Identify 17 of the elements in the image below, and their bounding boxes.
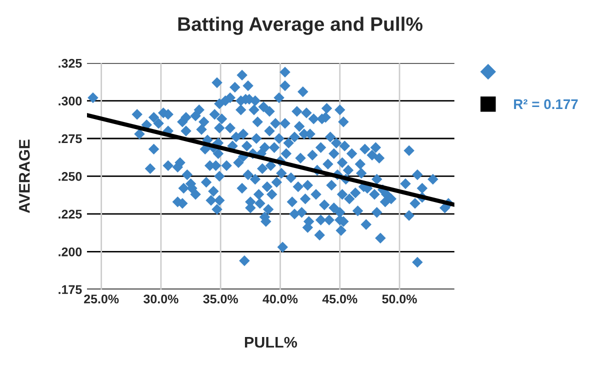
y-tick-label: .200 <box>58 247 82 256</box>
x-tick-label: 35.0% <box>203 294 238 304</box>
x-axis-title: PULL% <box>244 336 298 348</box>
x-tick-label: 25.0% <box>84 294 119 304</box>
y-axis-title: AVERAGE <box>18 140 30 214</box>
chart-title: Batting Average and Pull% <box>178 16 422 35</box>
y-tick-label: .175 <box>58 285 82 294</box>
y-tick-label: .325 <box>58 58 82 68</box>
legend-label: R² = 0.177 <box>514 99 578 110</box>
x-tick-label: 50.0% <box>382 294 417 304</box>
x-tick-label: 30.0% <box>144 294 178 304</box>
y-tick-label: .300 <box>58 96 82 106</box>
y-tick-label: .250 <box>58 172 82 181</box>
x-tick-label: 40.0% <box>262 294 298 304</box>
x-tick-label: 45.0% <box>322 294 358 304</box>
y-tick-label: .225 <box>58 210 82 219</box>
y-tick-label: .275 <box>58 134 82 144</box>
